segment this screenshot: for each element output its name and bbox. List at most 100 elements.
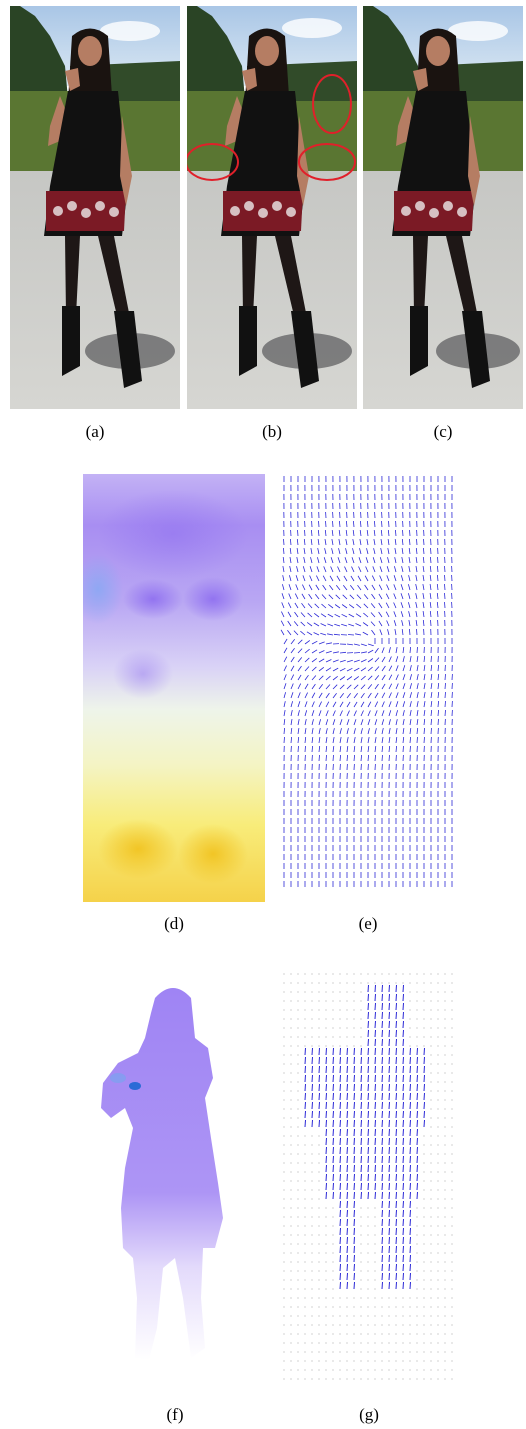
flow-arrow [402, 665, 406, 672]
flow-arrow [402, 1218, 404, 1227]
flow-arrow [353, 520, 355, 528]
grid-dot [290, 1324, 292, 1326]
grid-dot [444, 1270, 446, 1272]
flow-arrow [332, 1101, 334, 1110]
flow-arrow [353, 701, 358, 708]
grid-dot [416, 1369, 418, 1371]
flow-arrow [346, 1083, 348, 1092]
flow-arrow [409, 1245, 411, 1254]
flow-arrow [339, 1137, 341, 1146]
flow-arrow [287, 620, 292, 627]
flow-arrow [346, 1110, 348, 1119]
grid-dot [353, 1000, 355, 1002]
flow-arrow [395, 1200, 397, 1209]
grid-dot [451, 1027, 453, 1029]
grid-dot [325, 1333, 327, 1335]
flow-arrow [344, 557, 348, 564]
flow-arrow [300, 612, 306, 618]
grid-dot [374, 1297, 376, 1299]
flow-arrow [388, 1128, 390, 1137]
flow-arrow [332, 701, 337, 708]
flow-arrow [385, 611, 390, 618]
grid-dot [409, 1297, 411, 1299]
grid-dot [290, 1270, 292, 1272]
flow-arrow [339, 1101, 341, 1110]
grid-dot [283, 1324, 285, 1326]
grid-dot [346, 1351, 348, 1353]
grid-dot [430, 1252, 432, 1254]
grid-dot [416, 1225, 418, 1227]
flow-arrow [395, 728, 398, 735]
flow-arrow [381, 1128, 383, 1137]
grid-dot [311, 1036, 313, 1038]
grid-dot [416, 1234, 418, 1236]
flow-arrow [367, 754, 369, 762]
grid-dot [283, 1315, 285, 1317]
flow-arrow [360, 659, 367, 663]
flow-arrow [402, 674, 406, 681]
flow-arrow [327, 633, 334, 636]
flow-arrow [367, 746, 370, 753]
grid-dot [304, 1306, 306, 1308]
flow-arrow [401, 538, 404, 546]
grid-dot [297, 1243, 299, 1245]
grid-dot [283, 1189, 285, 1191]
flow-arrow [353, 652, 361, 654]
flow-arrow [409, 1227, 411, 1236]
flow-arrow [346, 1254, 348, 1263]
flow-arrow [395, 1119, 397, 1128]
flow-arrow [395, 1218, 397, 1227]
flow-arrow [287, 611, 292, 618]
flow-arrow [416, 736, 418, 744]
flow-arrow [339, 651, 347, 654]
flow-arrow [371, 575, 376, 582]
grid-dot [339, 1297, 341, 1299]
flow-arrow [374, 666, 380, 672]
grid-dot [374, 1225, 376, 1227]
flow-arrow [332, 1092, 334, 1101]
flow-arrow [346, 1182, 348, 1191]
flow-arrow [346, 1155, 348, 1164]
grid-dot [437, 1324, 439, 1326]
grid-dot [444, 1000, 446, 1002]
flow-arrow [402, 1137, 404, 1146]
grid-dot [430, 1081, 432, 1083]
flow-arrow [314, 594, 320, 600]
flow-arrows-e [278, 474, 462, 902]
flow-arrow [339, 1236, 341, 1245]
flow-arrow [402, 1101, 404, 1110]
flow-arrow [339, 1218, 341, 1227]
flow-arrow [364, 575, 369, 582]
grid-dot [283, 1027, 285, 1029]
grid-dot [297, 973, 299, 975]
flow-arrow [327, 613, 334, 618]
flow-arrow [409, 1110, 411, 1119]
flow-arrow [381, 1182, 383, 1191]
grid-dot [430, 1198, 432, 1200]
grid-dot [325, 1234, 327, 1236]
flow-arrow [334, 604, 341, 609]
grid-dot [297, 1360, 299, 1362]
grid-dot [430, 1243, 432, 1245]
flow-arrow [429, 565, 432, 573]
flow-arrow [339, 1182, 341, 1191]
grid-dot [430, 1126, 432, 1128]
grid-dot [430, 1171, 432, 1173]
flow-arrow [353, 1164, 355, 1173]
flow-arrow [400, 575, 404, 582]
flow-arrow [339, 737, 342, 744]
grid-dot [430, 1324, 432, 1326]
flow-arrow [346, 710, 350, 717]
flow-arrow [367, 649, 374, 654]
flow-arrow [371, 584, 376, 591]
grid-dot [360, 991, 362, 993]
flow-arrow [332, 667, 339, 672]
flow-arrow [318, 701, 322, 708]
grid-dot [423, 1297, 425, 1299]
grid-dot [290, 1315, 292, 1317]
grid-dot [423, 1252, 425, 1254]
photo-b-image [187, 6, 357, 409]
grid-dot [437, 1000, 439, 1002]
grid-dot [325, 1045, 327, 1047]
grid-dot [437, 1351, 439, 1353]
